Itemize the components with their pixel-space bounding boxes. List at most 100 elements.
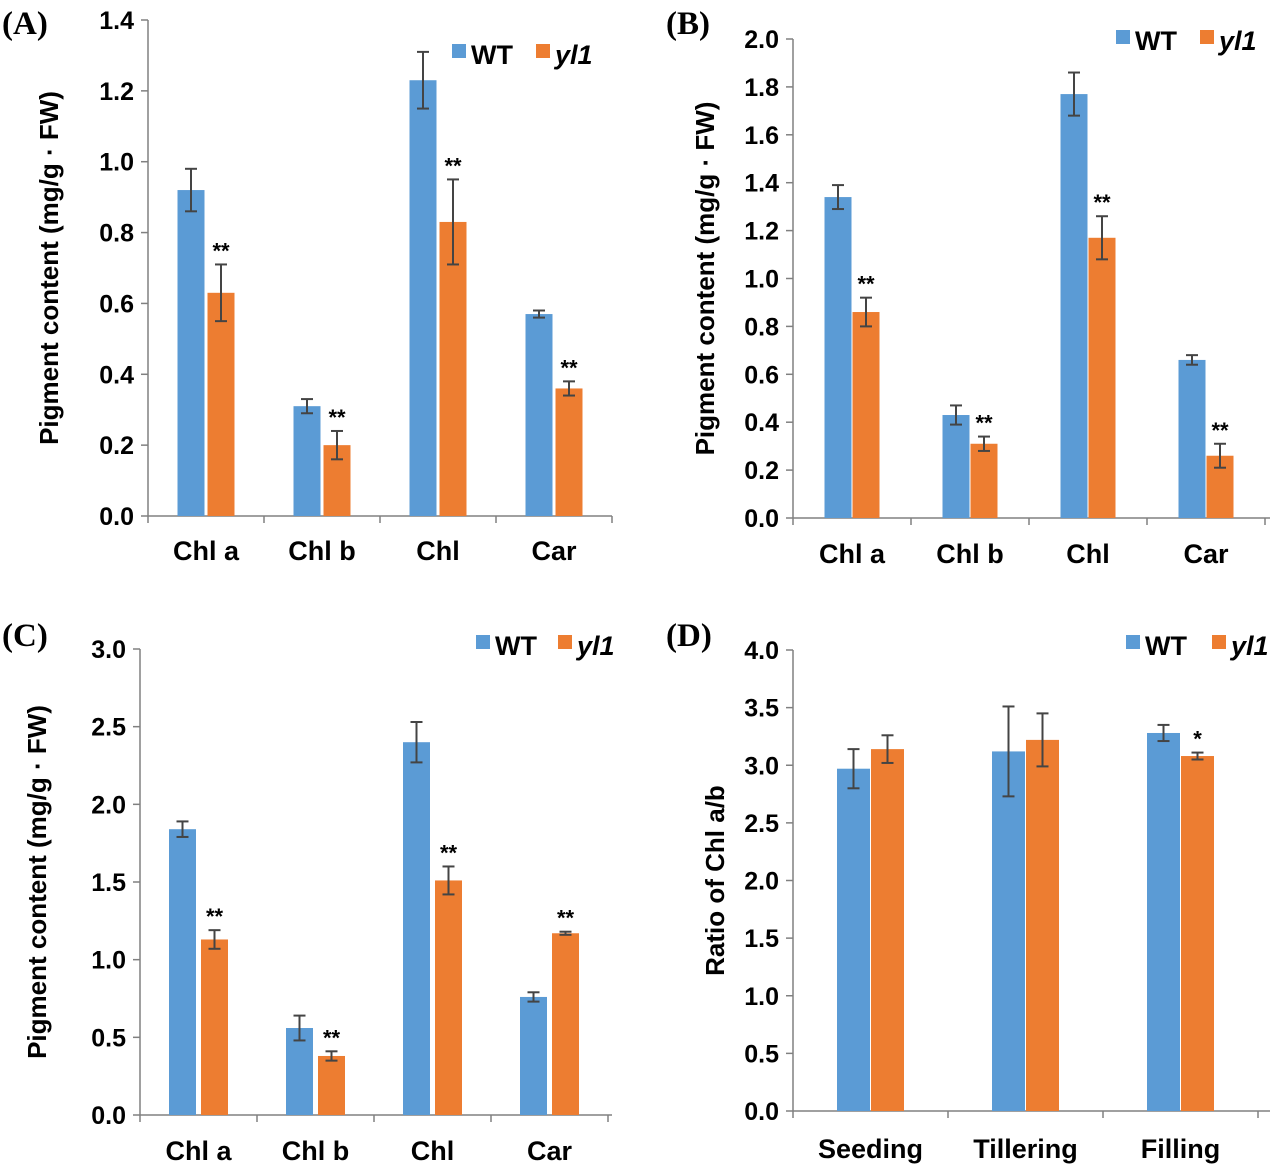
- legend-label-wt: WT: [1145, 631, 1187, 661]
- legend-label-yl1: yl1: [1229, 631, 1269, 661]
- bar-wt-chl-a: [169, 829, 196, 1115]
- y-tick-label: 0.0: [744, 1098, 779, 1126]
- significance-label: **: [560, 355, 578, 380]
- y-tick-label: 0.0: [744, 505, 779, 533]
- bar-yl1-chl-b: [318, 1055, 345, 1115]
- legend-swatch-wt: [452, 44, 466, 58]
- legend-swatch-wt: [1116, 30, 1130, 44]
- chart-panel-3: (C) Pigment content (mg/g · FW) 0.0 0.5 1.0 1…: [2, 618, 615, 1166]
- y-tick-label: 4.0: [744, 637, 779, 665]
- y-tick-label: 1.6: [744, 122, 779, 150]
- y-axis-label: Pigment content (mg/g · FW): [22, 705, 52, 1059]
- bar-wt-filling: [1147, 732, 1180, 1111]
- significance-label: **: [212, 238, 230, 263]
- bar-yl1-tillering: [1026, 739, 1059, 1111]
- bar-wt-chl-b: [942, 415, 970, 518]
- legend-label-wt: WT: [495, 631, 537, 661]
- bar-wt-chl-a: [177, 190, 205, 517]
- legend-swatch-yl1: [1200, 30, 1214, 44]
- x-category-label: Chl: [411, 1136, 455, 1166]
- y-tick-label: 0.8: [99, 220, 134, 248]
- panel-label: (B): [666, 6, 710, 42]
- bar-wt-chl-a: [824, 197, 852, 518]
- x-category-label: Tillering: [973, 1134, 1078, 1164]
- y-tick-label: 1.5: [744, 925, 779, 953]
- legend-swatch-yl1: [558, 635, 572, 649]
- significance-label: *: [1193, 727, 1202, 752]
- bar-yl1-car: [555, 388, 583, 516]
- y-tick-label: 0.4: [99, 361, 134, 389]
- chart-panel-2: (B) Pigment content (mg/g · FW) 0.0 0.2 0.4 0…: [666, 6, 1270, 569]
- bar-wt-car: [1178, 359, 1206, 518]
- y-tick-label: 3.5: [744, 695, 779, 723]
- y-tick-label: 2.5: [744, 810, 779, 838]
- y-tick-label: 0.0: [99, 503, 134, 531]
- y-tick-label: 2.0: [744, 868, 779, 896]
- significance-label: **: [1211, 418, 1229, 443]
- y-tick-label: 1.2: [744, 218, 779, 246]
- bar-yl1-chl: [439, 221, 467, 516]
- significance-label: **: [328, 405, 346, 430]
- bar-yl1-filling: [1181, 756, 1214, 1111]
- y-tick-label: 0.8: [744, 313, 779, 341]
- x-category-label: Chl a: [165, 1136, 232, 1166]
- y-tick-label: 1.0: [99, 149, 134, 177]
- y-tick-label: 1.0: [91, 947, 126, 975]
- significance-label: **: [1093, 190, 1111, 215]
- bar-wt-seeding: [837, 768, 870, 1111]
- bar-wt-tillering: [992, 751, 1025, 1111]
- y-tick-label: 0.6: [744, 361, 779, 389]
- bar-wt-chl: [403, 742, 430, 1115]
- y-tick-label: 1.0: [744, 983, 779, 1011]
- bar-yl1-chl-a: [201, 939, 228, 1115]
- bar-yl1-chl: [435, 880, 462, 1115]
- significance-label: **: [444, 153, 462, 178]
- legend-swatch-wt: [1126, 635, 1140, 649]
- x-category-label: Chl b: [282, 1136, 350, 1166]
- legend-label-yl1: yl1: [575, 631, 615, 661]
- legend-swatch-wt: [476, 635, 490, 649]
- y-tick-label: 1.5: [91, 869, 126, 897]
- y-tick-label: 1.4: [744, 170, 779, 198]
- x-category-label: Chl a: [173, 536, 240, 566]
- bar-wt-chl: [409, 80, 437, 516]
- y-tick-label: 0.2: [744, 457, 779, 485]
- x-category-label: Car: [531, 536, 577, 566]
- y-tick-label: 3.0: [744, 752, 779, 780]
- bar-yl1-chl-a: [852, 312, 880, 518]
- significance-label: **: [857, 272, 875, 297]
- x-category-label: Car: [527, 1136, 573, 1166]
- y-tick-label: 3.0: [91, 636, 126, 664]
- x-category-label: Chl: [416, 536, 460, 566]
- y-axis-label: Pigment content (mg/g · FW): [690, 102, 720, 456]
- y-tick-label: 0.6: [99, 290, 134, 318]
- significance-label: **: [975, 411, 993, 436]
- panel-label: (D): [666, 618, 712, 654]
- y-tick-label: 1.8: [744, 74, 779, 102]
- significance-label: **: [557, 906, 575, 931]
- y-tick-label: 0.5: [91, 1024, 126, 1052]
- bar-yl1-chl-b: [970, 443, 998, 518]
- y-tick-label: 1.4: [99, 7, 134, 35]
- y-tick-label: 0.4: [744, 409, 779, 437]
- bar-wt-chl: [1060, 94, 1088, 519]
- bar-wt-chl-b: [286, 1028, 313, 1115]
- y-tick-label: 0.2: [99, 432, 134, 460]
- panel-label: (C): [2, 618, 48, 654]
- significance-label: **: [206, 904, 224, 929]
- bar-yl1-car: [552, 933, 579, 1115]
- chart-panel-4: (D) Ratio of Chl a/b 0.0 0.5 1.0 1.5 2.0 2.5 3.0…: [666, 618, 1270, 1164]
- y-axis-label: Pigment content (mg/g · FW): [34, 91, 64, 445]
- y-tick-label: 1.0: [744, 266, 779, 294]
- legend-label-yl1: yl1: [1217, 26, 1257, 56]
- x-category-label: Filling: [1141, 1134, 1220, 1164]
- y-tick-label: 2.0: [744, 26, 779, 54]
- x-category-label: Chl b: [288, 536, 356, 566]
- bar-yl1-seeding: [871, 749, 904, 1111]
- legend-label-wt: WT: [1135, 26, 1177, 56]
- bar-wt-car: [520, 996, 547, 1115]
- y-axis-label: Ratio of Chl a/b: [700, 785, 730, 976]
- x-category-label: Chl b: [936, 539, 1004, 569]
- legend-swatch-yl1: [1212, 635, 1226, 649]
